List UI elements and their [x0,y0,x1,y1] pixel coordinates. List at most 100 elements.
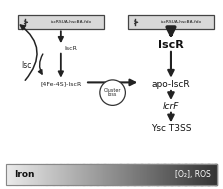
Bar [110,164,112,185]
Text: apo-IscR: apo-IscR [152,80,190,89]
Bar [8,164,10,185]
Bar [106,164,108,185]
Bar [66,164,68,185]
Text: lcrF: lcrF [163,101,179,111]
Bar [83,164,85,185]
FancyBboxPatch shape [18,15,104,29]
Bar [131,164,133,185]
Bar [104,164,106,185]
Bar [178,164,180,185]
Bar [64,164,66,185]
Bar [94,164,96,185]
Bar [212,164,214,185]
Bar [214,164,216,185]
Text: iscRSUA-hscBA-fdx: iscRSUA-hscBA-fdx [160,20,202,24]
Bar [22,164,24,185]
Bar [46,164,48,185]
Bar [97,164,99,185]
Bar [210,164,212,185]
Bar [112,164,114,185]
Bar [126,164,128,185]
Bar [184,164,186,185]
Bar [141,164,143,185]
Bar [170,164,172,185]
Bar [203,164,205,185]
Bar [45,164,47,185]
Bar [120,164,122,185]
Bar [48,164,50,185]
Bar [80,164,82,185]
Bar [209,164,210,185]
Bar [163,164,165,185]
Text: Isc: Isc [22,61,32,70]
Bar [85,164,87,185]
Bar [180,164,182,185]
Bar [196,164,198,185]
Text: IscR: IscR [64,46,77,51]
Bar [6,164,8,185]
Text: [O₂], ROS: [O₂], ROS [175,170,211,179]
Bar [198,164,200,185]
Bar [23,164,25,185]
Bar [171,164,173,185]
Text: iscRSUA-hscBA-fdx: iscRSUA-hscBA-fdx [50,20,91,24]
Bar [143,164,145,185]
Bar [177,164,179,185]
Bar [69,164,71,185]
Bar [191,164,193,185]
Bar [205,164,207,185]
Text: loss: loss [108,92,117,97]
Text: [4Fe-4S]-IscR: [4Fe-4S]-IscR [40,82,81,87]
Bar [145,164,147,185]
Text: IscR: IscR [158,40,184,50]
Bar [186,164,188,185]
Bar [31,164,32,185]
Bar [207,164,209,185]
Bar [82,164,84,185]
Bar [59,164,61,185]
Bar [36,164,38,185]
Bar [50,164,52,185]
Bar [192,164,194,185]
Bar [13,164,15,185]
Bar [92,164,94,185]
Bar [90,164,92,185]
Bar [189,164,191,185]
Bar [168,164,170,185]
Bar [122,164,124,185]
Bar [200,164,202,185]
Text: Iron: Iron [14,170,35,179]
Bar [52,164,54,185]
Bar [136,164,138,185]
Bar [133,164,135,185]
Bar [53,164,55,185]
Bar [173,164,175,185]
Text: Ysc T3SS: Ysc T3SS [151,124,191,133]
Bar [43,164,45,185]
Bar [149,164,151,185]
Bar [55,164,57,185]
Bar [182,164,184,185]
Bar [18,164,20,185]
Bar [14,164,17,185]
Bar [32,164,34,185]
FancyArrowPatch shape [38,54,43,74]
Bar [74,164,76,185]
Bar [113,164,115,185]
Bar [154,164,156,185]
Bar [147,164,149,185]
Bar [124,164,126,185]
Bar [134,164,136,185]
Bar [159,164,161,185]
Bar [78,164,80,185]
Bar [175,164,177,185]
Bar [164,164,166,185]
Bar [156,164,157,185]
Bar [194,164,196,185]
Bar [73,164,75,185]
Bar [127,164,129,185]
Bar [157,164,159,185]
Bar [34,164,36,185]
Bar [27,164,29,185]
Bar [150,164,152,185]
